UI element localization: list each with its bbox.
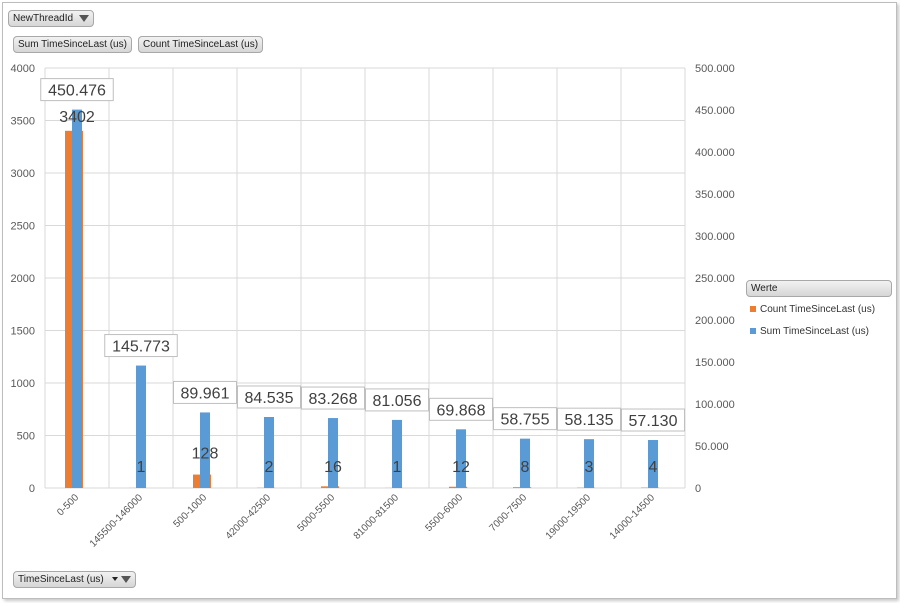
bar-sum-14000-14500	[648, 440, 658, 488]
value-button-count[interactable]: Count TimeSinceLast (us)	[138, 36, 264, 53]
x-tick-label: 5000-5500	[296, 492, 338, 534]
bar-sum-0-500	[72, 109, 82, 488]
y-left-tick-label: 2500	[11, 221, 35, 233]
y-left-tick-label: 3000	[11, 168, 35, 180]
data-label-count: 16	[324, 459, 342, 476]
y-left-tick-label: 1000	[11, 378, 35, 390]
data-label-sum: 69.868	[437, 402, 486, 419]
y-left-tick-label: 0	[29, 483, 35, 495]
y-right-tick-label: 50.000	[695, 441, 729, 453]
x-tick-label: 0-500	[55, 492, 81, 518]
data-label-sum: 58.755	[501, 412, 550, 429]
bar-sum-5000-5500	[328, 418, 338, 488]
legend-item-sum: Sum TimeSinceLast (us)	[750, 326, 869, 337]
y-right-tick-label: 100.000	[695, 399, 735, 411]
legend-label-sum: Sum TimeSinceLast (us)	[760, 326, 869, 337]
data-label-count: 8	[521, 459, 530, 476]
y-right-tick-label: 350.000	[695, 189, 735, 201]
y-right-tick-label: 450.000	[695, 105, 735, 117]
bar-sum-5500-6000	[456, 429, 466, 488]
x-tick-label: 7000-7500	[488, 492, 530, 534]
data-label-count: 4	[649, 459, 658, 476]
value-button-sum-label: Sum TimeSinceLast (us)	[18, 39, 127, 50]
y-right-tick-label: 200.000	[695, 315, 735, 327]
bar-sum-81000-81500	[392, 419, 402, 488]
legend-swatch-sum	[750, 328, 756, 335]
filter-funnel-icon	[79, 14, 90, 22]
data-label-count: 2	[265, 459, 274, 476]
x-tick-label: 19000-19500	[544, 492, 594, 542]
axis-filter-label: TimeSinceLast (us)	[18, 574, 104, 585]
y-right-tick-label: 0	[695, 483, 701, 495]
data-label-sum: 89.961	[181, 385, 230, 402]
data-label-sum: 145.773	[112, 339, 170, 356]
data-label-box-sum	[40, 78, 114, 102]
legend-item-count: Count TimeSinceLast (us)	[750, 304, 875, 315]
filter-funnel-icon	[120, 575, 131, 583]
data-label-sum: 81.056	[373, 393, 422, 410]
data-label-box-sum	[301, 386, 365, 410]
y-left-tick-label: 3500	[11, 116, 35, 128]
data-label-box-sum	[173, 380, 237, 404]
data-label-count: 3402	[59, 109, 95, 126]
bar-sum-42000-42500	[264, 416, 274, 488]
x-tick-label: 500-1000	[171, 492, 209, 530]
x-tick-label: 14000-14500	[608, 492, 658, 542]
data-label-box-sum	[557, 407, 621, 431]
bar-sum-19000-19500	[584, 439, 594, 488]
data-label-box-sum	[104, 334, 178, 358]
data-label-box-sum	[493, 407, 557, 431]
y-right-tick-label: 250.000	[695, 273, 735, 285]
value-button-count-label: Count TimeSinceLast (us)	[143, 39, 259, 50]
legend-title-label: Werte	[751, 283, 778, 294]
x-tick-label: 145500-146000	[88, 492, 146, 550]
data-label-sum: 84.535	[245, 390, 294, 407]
legend-title[interactable]: Werte	[746, 280, 892, 297]
thread-filter-button[interactable]: NewThreadId	[8, 10, 95, 27]
legend-label-count: Count TimeSinceLast (us)	[760, 304, 876, 315]
data-label-sum: 450.476	[48, 83, 106, 100]
data-label-count: 128	[192, 446, 219, 463]
data-label-count: 1	[137, 459, 146, 476]
data-label-sum: 57.130	[629, 413, 678, 430]
data-label-box-sum	[621, 408, 685, 432]
y-right-tick-label: 400.000	[695, 147, 735, 159]
data-label-box-sum	[429, 397, 493, 421]
y-right-tick-label: 300.000	[695, 231, 735, 243]
dropdown-arrow-icon	[111, 577, 118, 582]
data-label-count: 3	[585, 459, 594, 476]
value-button-sum[interactable]: Sum TimeSinceLast (us)	[13, 36, 132, 53]
y-left-tick-label: 4000	[11, 63, 35, 75]
thread-filter-label: NewThreadId	[13, 13, 74, 24]
y-left-tick-label: 500	[17, 431, 35, 443]
axis-filter-button[interactable]: TimeSinceLast (us)	[13, 571, 136, 588]
data-label-sum: 58.135	[565, 412, 614, 429]
x-tick-label: 81000-81500	[352, 492, 402, 542]
data-label-count: 1	[393, 459, 402, 476]
x-tick-label: 42000-42500	[224, 492, 274, 542]
data-label-sum: 83.268	[309, 391, 358, 408]
data-label-box-sum	[365, 388, 429, 412]
bar-sum-7000-7500	[520, 438, 530, 488]
x-tick-label: 5500-6000	[424, 492, 466, 534]
y-left-tick-label: 1500	[11, 326, 35, 338]
bar-sum-500-1000	[200, 412, 210, 488]
data-label-count: 12	[452, 459, 470, 476]
legend-swatch-count	[750, 306, 756, 313]
bar-sum-145500-146000	[136, 365, 146, 488]
data-label-box-sum	[237, 385, 301, 409]
y-left-tick-label: 2000	[11, 273, 35, 285]
y-right-tick-label: 150.000	[695, 357, 735, 369]
y-right-tick-label: 500.000	[695, 63, 735, 75]
